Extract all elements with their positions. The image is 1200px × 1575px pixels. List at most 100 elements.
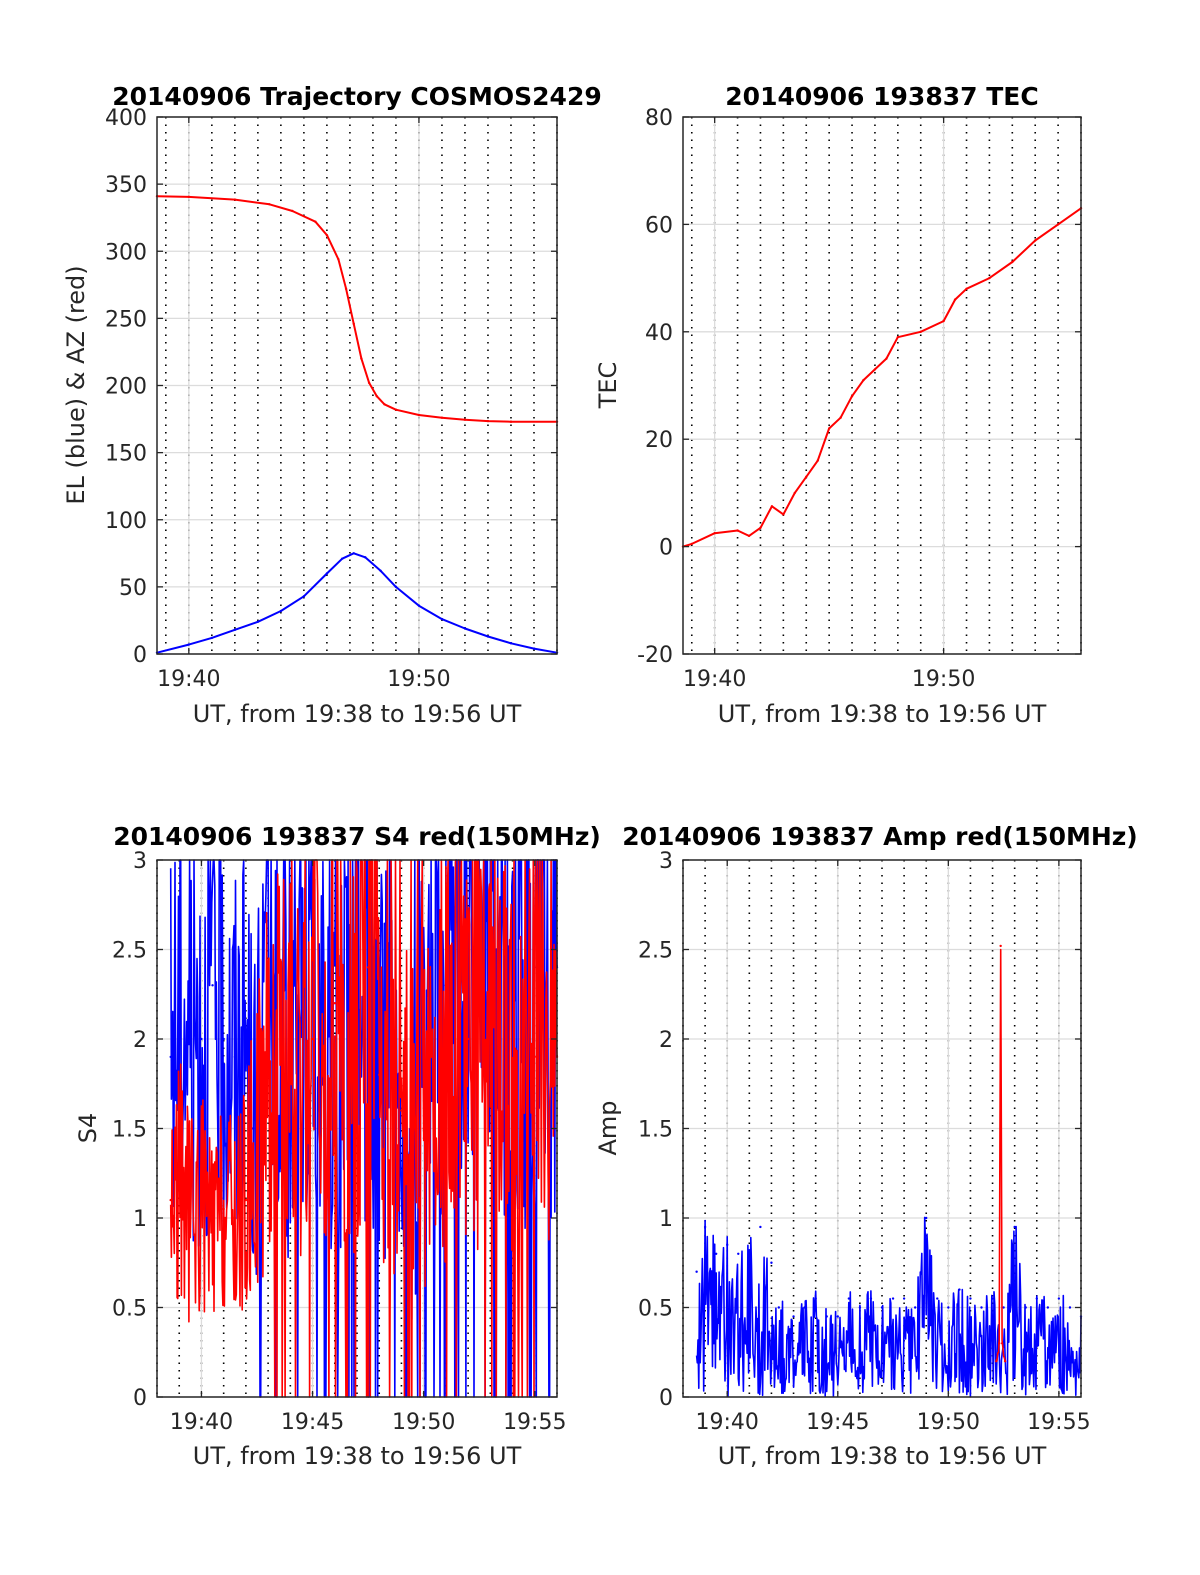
trajectory-ytick-label: 350: [105, 173, 147, 198]
amp-data-point: [995, 1360, 998, 1363]
tec-data-point: [850, 395, 854, 398]
tec-data-point: [953, 298, 957, 301]
s4-ylabel: S4: [74, 1113, 102, 1144]
amp-data-point: [703, 1225, 707, 1229]
amp-data-point: [925, 1216, 928, 1220]
trajectory-data-point: [256, 620, 260, 623]
s4-data-point: [252, 1127, 255, 1130]
tec-ytick-label: 40: [645, 321, 673, 346]
s4-ytick-label: 1.5: [112, 1118, 147, 1143]
amp-series-line: [995, 948, 1006, 1362]
amp-data-point: [902, 1297, 906, 1300]
trajectory-ytick-label: 200: [105, 375, 147, 400]
tec-data-point: [1034, 239, 1037, 242]
s4-data-point: [400, 1109, 403, 1112]
amp-data-point: [777, 1306, 781, 1309]
trajectory-data-point: [352, 322, 355, 325]
s4-data-point: [311, 1037, 314, 1041]
trajectory-data-point: [394, 585, 398, 589]
amp-ytick-label: 0: [659, 1386, 673, 1411]
trajectory-data-point: [394, 408, 398, 411]
tec-data-point: [816, 459, 819, 462]
trajectory-data-point: [325, 233, 329, 237]
s4-data-point: [169, 1198, 172, 1202]
trajectory-data-point: [417, 413, 421, 417]
tec-data-point: [873, 368, 877, 371]
trajectory-data-point: [210, 636, 214, 640]
trajectory-data-point: [187, 195, 191, 199]
s4-xtick-label: 19:50: [392, 1410, 455, 1435]
s4-data-point: [233, 1055, 236, 1059]
s4-data-point: [233, 1216, 236, 1220]
amp-data-point: [1068, 1306, 1072, 1309]
amp-xlabel: UT, from 19:38 to 19:56 UT: [718, 1442, 1047, 1470]
amp-data-point: [814, 1297, 817, 1300]
tec-ytick-label: 0: [659, 536, 673, 561]
amp-ytick-label: 2: [659, 1028, 673, 1053]
tec-data-point: [827, 427, 831, 430]
trajectory-data-point: [268, 203, 271, 206]
amp-ytick-label: 2.5: [638, 939, 673, 964]
amp-data-point: [825, 1315, 828, 1318]
amp-ytick-label: 0.5: [638, 1297, 673, 1322]
trajectory-ytick-label: 150: [105, 442, 147, 467]
trajectory-data-point: [233, 198, 237, 201]
tec-data-point: [942, 319, 945, 323]
amp-data-point: [999, 944, 1002, 948]
trajectory-data-point: [341, 557, 344, 560]
trajectory-data-point: [509, 420, 513, 423]
amp-ytick-label: 1.5: [638, 1118, 673, 1143]
amp-data-point: [847, 1297, 851, 1300]
s4-ytick-label: 1: [133, 1207, 147, 1232]
s4-ytick-label: 0.5: [112, 1297, 147, 1322]
tec-plot-area: [683, 117, 1081, 654]
tec-ytick-label: 60: [645, 213, 673, 238]
amp-data-point: [913, 1306, 917, 1309]
tec-axes-box: [682, 116, 1082, 655]
tec-xtick-label: 19:50: [912, 667, 975, 692]
trajectory-data-point: [314, 220, 317, 223]
trajectory-data-point: [379, 569, 382, 572]
amp-data-point: [1003, 1360, 1007, 1363]
tec-data-point: [770, 505, 774, 508]
trajectory-title: 20140906 Trajectory COSMOS2429: [112, 82, 602, 111]
amp-ylabel: Amp: [594, 1100, 622, 1155]
tec-title: 20140906 193837 TEC: [725, 82, 1038, 111]
amp-data-point: [1035, 1297, 1038, 1300]
trajectory-data-point: [375, 395, 378, 398]
trajectory-data-point: [344, 287, 348, 291]
s4-xtick-label: 19:45: [281, 1410, 344, 1435]
amp-data-point: [997, 1342, 1001, 1345]
amp-data-point: [858, 1306, 862, 1309]
tec-data-point: [805, 475, 808, 478]
trajectory-data-point: [291, 209, 294, 213]
trajectory-ytick-label: 0: [133, 643, 147, 668]
s4-data-point: [355, 1055, 359, 1059]
amp-data-point: [836, 1315, 839, 1318]
trajectory-ytick-label: 50: [119, 576, 147, 601]
s4-data-point: [244, 1037, 248, 1041]
s4-data-point: [511, 1073, 514, 1077]
s4-xtick-label: 19:40: [170, 1410, 233, 1435]
tec-data-point: [965, 287, 968, 291]
amp-data-point: [714, 1252, 718, 1256]
amp-xtick-label: 19:55: [1027, 1410, 1090, 1435]
trajectory-ylabel: EL (blue) & AZ (red): [62, 265, 90, 504]
amp-ytick-label: 1: [659, 1207, 673, 1232]
s4-data-point: [211, 984, 214, 987]
s4-data-point: [333, 1002, 336, 1005]
amp-data-point: [792, 1315, 795, 1318]
tec-ytick-label: -20: [637, 643, 673, 668]
s4-data-point: [200, 1198, 203, 1202]
tec-data-point: [713, 531, 716, 535]
trajectory-data-point: [463, 627, 467, 630]
trajectory-data-point: [360, 357, 363, 360]
s4-data-point: [378, 1073, 381, 1077]
trajectory-xlabel: UT, from 19:38 to 19:56 UT: [193, 700, 522, 728]
trajectory-data-point: [532, 647, 536, 650]
tec-data-point: [862, 378, 865, 382]
amp-data-point: [695, 1270, 698, 1273]
tec-data-point: [885, 357, 888, 360]
amp-data-point: [980, 1306, 983, 1309]
tec-data-point: [759, 526, 762, 530]
